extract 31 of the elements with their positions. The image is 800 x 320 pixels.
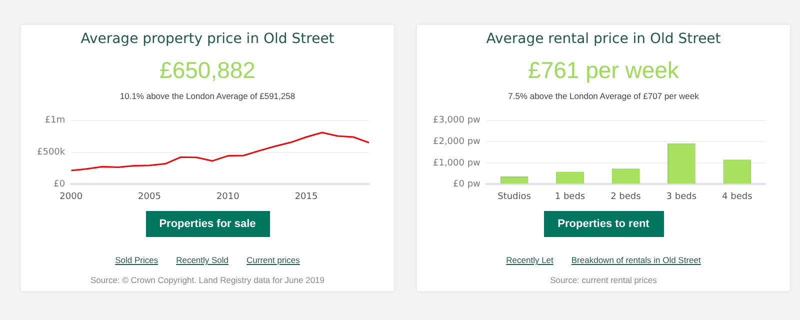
text: Sold Prices: [115, 255, 158, 265]
y-tick-label: £2,000 pw: [432, 137, 480, 148]
text: 7.5% above the London Average of £707 per week: [507, 91, 700, 101]
y-tick-label: £0: [54, 180, 66, 190]
x-tick-label: 2010: [216, 192, 240, 202]
chart-subtitle: £650,882: [158, 57, 256, 84]
text: Current prices: [246, 255, 300, 265]
chart-title: Average property price in Old Street: [80, 31, 336, 47]
text: Breakdown of rentals in Old Street: [571, 255, 701, 265]
text: 10.1% above the London Average of £591,258: [118, 91, 296, 101]
x-tick-label: 2005: [138, 192, 161, 202]
y-tick-label: £500k: [36, 148, 66, 158]
source-note: Source: © Crown Copyright. Land Registry data for June 2019: [90, 275, 326, 285]
chart-title: Average rental price in Old Street: [485, 31, 722, 47]
x-tick-label: 2 beds: [610, 192, 642, 202]
x-tick-label: 4 beds: [722, 192, 753, 202]
y-tick-label: £1,000 pw: [432, 158, 480, 168]
x-tick-label: Studios: [498, 192, 532, 202]
x-tick-label: 3 beds: [666, 192, 697, 202]
text: Recently Sold: [176, 255, 229, 265]
text: Recently Let: [506, 255, 554, 265]
y-tick-label: £1m: [44, 116, 66, 126]
y-tick-label: £0 pw: [453, 180, 480, 190]
text: Properties to rent: [544, 211, 664, 237]
source-note: Source: current rental prices: [549, 275, 658, 285]
y-tick-label: £3,000 pw: [432, 116, 480, 126]
x-tick-label: 2015: [294, 192, 318, 202]
text: Properties for sale: [146, 211, 270, 237]
x-tick-label: 1 beds: [554, 192, 586, 202]
chart-subtitle: £761 per week: [527, 57, 680, 84]
x-tick-label: 2000: [60, 192, 83, 202]
